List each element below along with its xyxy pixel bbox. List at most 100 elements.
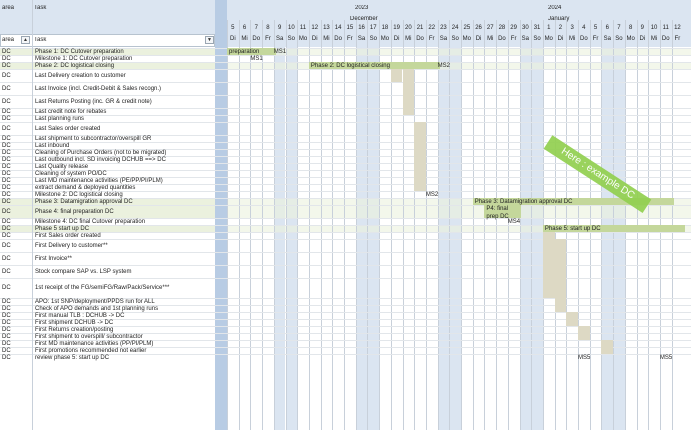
row-area: DC <box>2 333 11 340</box>
day-name: Fr <box>510 36 517 42</box>
activity-cell <box>554 252 567 265</box>
grid-hline <box>0 115 691 116</box>
day-name: Mo <box>626 36 635 42</box>
grid-hline <box>0 312 691 313</box>
row-task: First MD maintenance activities (PP/PI/P… <box>35 340 154 347</box>
day-name: So <box>287 36 296 42</box>
day-number: 19 <box>393 25 400 31</box>
day-name: Do <box>661 36 670 42</box>
row-area: DC <box>2 115 11 122</box>
day-name: So <box>369 36 377 42</box>
row-area: DC <box>2 232 11 239</box>
day-name: Do <box>252 36 261 42</box>
activity-cell <box>554 305 567 312</box>
day-name: Do <box>334 36 342 42</box>
day-name: Mi <box>241 36 248 42</box>
day-name: Mo <box>462 36 472 42</box>
day-number: 12 <box>311 25 319 31</box>
grid-hline <box>0 69 691 70</box>
grid-hline <box>0 156 691 157</box>
activity-cell <box>414 163 426 170</box>
day-number: 25 <box>463 25 471 31</box>
row-task: First shipment DCHUB -> DC <box>35 319 114 326</box>
filter-area-label: area <box>2 37 15 43</box>
row-task: First Returns creation/posting <box>35 326 114 333</box>
grid-hline <box>0 218 691 219</box>
day-number: 10 <box>650 25 658 31</box>
grid-hline <box>0 135 691 136</box>
day-number: 7 <box>254 25 258 31</box>
milestone-label: MS5 <box>578 355 591 361</box>
row-area: DC <box>2 354 11 361</box>
day-name: Mi <box>405 36 412 42</box>
activity-cell <box>402 82 415 95</box>
activity-cell <box>554 278 567 298</box>
day-number: 6 <box>605 25 609 31</box>
day-number: 21 <box>416 25 424 31</box>
row-task: First promotions recommended not earlier <box>35 347 147 354</box>
day-number: 24 <box>451 25 459 31</box>
grid-hline <box>0 278 691 279</box>
row-area: DC <box>2 347 11 354</box>
milestone-label: MS5 <box>659 355 673 361</box>
row-area: DC <box>2 108 11 115</box>
row-task: Phase 4: final preparation DC <box>35 208 114 215</box>
grid-hline <box>0 333 691 334</box>
day-number: 31 <box>533 25 541 31</box>
day-number: 11 <box>662 25 669 31</box>
year-label-2023: 2023 <box>355 5 369 11</box>
activity-cell <box>414 142 426 149</box>
filter-sort-icon[interactable]: ▲ <box>21 36 30 44</box>
day-name: Sa <box>603 36 611 42</box>
gantt-bar[interactable]: Phase 2: DC logistical closing <box>308 62 440 69</box>
row-area: DC <box>2 218 11 225</box>
dropdown-arrow-icon[interactable]: ▼ <box>205 36 214 44</box>
row-area: DC <box>2 312 11 319</box>
day-number: 11 <box>299 25 307 31</box>
row-task: Last inbound <box>35 142 70 149</box>
activity-cell <box>402 69 415 82</box>
activity-cell <box>414 177 426 184</box>
gantt-bar[interactable]: preparation <box>227 48 276 55</box>
day-number: 28 <box>498 25 506 31</box>
row-highlight <box>0 225 215 232</box>
row-task: First Invoice** <box>35 255 73 262</box>
row-area: DC <box>2 142 11 149</box>
grid-hline <box>0 142 691 143</box>
row-task: Last Quality release <box>35 163 89 170</box>
day-number: 9 <box>640 25 645 31</box>
grid-hline <box>0 265 691 266</box>
row-area: DC <box>2 208 11 215</box>
day-number: 5 <box>593 25 598 31</box>
grid-hline <box>0 225 691 226</box>
day-name: Sa <box>275 36 284 42</box>
day-number: 17 <box>369 25 377 31</box>
gantt-bar[interactable]: P4: final prep DC <box>484 205 522 220</box>
gantt-bar[interactable]: Phase 5: start up DC <box>542 225 686 232</box>
row-task: Phase 3: Datamigration approval DC <box>35 198 133 205</box>
row-task: Last credit note for rebates <box>35 108 107 115</box>
gantt-bar[interactable]: Phase 3: Datamigration approval DC <box>472 198 674 205</box>
row-task: Milestone 4: DC final Cutover preparatio… <box>35 218 146 225</box>
row-highlight <box>227 225 691 232</box>
row-highlight <box>227 205 691 218</box>
day-name: Di <box>475 36 482 42</box>
row-area: DC <box>2 48 11 55</box>
day-number: 23 <box>440 25 447 31</box>
day-name: Mi <box>650 36 658 42</box>
day-number: 12 <box>674 25 681 31</box>
day-number: 18 <box>381 25 389 31</box>
activity-cell <box>566 319 578 326</box>
grid-hline <box>0 340 691 341</box>
row-area: DC <box>2 98 11 105</box>
day-name: Sa <box>357 36 366 42</box>
row-area: DC <box>2 156 11 163</box>
day-name: Mo <box>380 36 390 42</box>
gantt-bar-label: Phase 2: DC logistical closing <box>310 63 390 69</box>
activity-cell <box>542 239 555 252</box>
activity-cell <box>402 95 415 108</box>
day-number: 15 <box>346 25 354 31</box>
activity-cell <box>601 340 614 347</box>
row-task: APO: 1st SNP/deployment/PPDS run for ALL <box>35 298 155 305</box>
